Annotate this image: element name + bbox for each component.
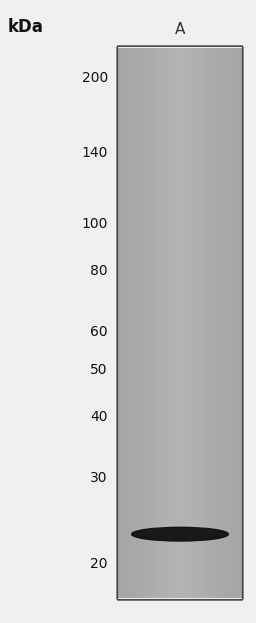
Ellipse shape (132, 527, 228, 541)
Text: A: A (175, 22, 185, 37)
Text: 50: 50 (90, 363, 108, 377)
Text: kDa: kDa (8, 18, 44, 36)
Text: 60: 60 (90, 325, 108, 339)
Text: 20: 20 (90, 557, 108, 571)
Text: 140: 140 (81, 146, 108, 160)
Text: 30: 30 (90, 471, 108, 485)
Text: 100: 100 (81, 217, 108, 231)
Text: 80: 80 (90, 264, 108, 278)
Text: 40: 40 (90, 411, 108, 424)
Text: 200: 200 (81, 70, 108, 85)
